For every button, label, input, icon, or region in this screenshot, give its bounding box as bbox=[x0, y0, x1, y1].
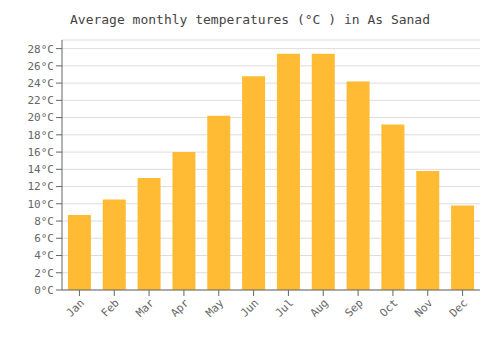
svg-text:Nov: Nov bbox=[412, 296, 436, 320]
svg-text:Sep: Sep bbox=[342, 296, 365, 319]
svg-text:6°C: 6°C bbox=[34, 232, 54, 245]
svg-text:May: May bbox=[203, 296, 227, 320]
svg-text:2°C: 2°C bbox=[34, 267, 54, 280]
svg-text:0°C: 0°C bbox=[34, 284, 54, 297]
svg-text:Apr: Apr bbox=[168, 296, 192, 320]
svg-text:Mar: Mar bbox=[133, 296, 157, 320]
svg-text:4°C: 4°C bbox=[34, 249, 54, 262]
svg-text:26°C: 26°C bbox=[28, 60, 55, 73]
svg-text:Jan: Jan bbox=[64, 296, 87, 319]
svg-text:24°C: 24°C bbox=[28, 77, 55, 90]
svg-text:Jul: Jul bbox=[273, 296, 296, 319]
svg-text:8°C: 8°C bbox=[34, 215, 54, 228]
svg-text:Feb: Feb bbox=[99, 296, 122, 319]
svg-text:Oct: Oct bbox=[377, 296, 400, 319]
html-text:Average monthly temperatures (: Average monthly temperatures (°C ) in As… bbox=[70, 12, 430, 27]
svg-text:Dec: Dec bbox=[447, 296, 470, 319]
svg-text:18°C: 18°C bbox=[28, 129, 55, 142]
svg-text:Jun: Jun bbox=[238, 296, 261, 319]
svg-text:Aug: Aug bbox=[308, 296, 331, 319]
svg-text:10°C: 10°C bbox=[28, 198, 55, 211]
svg-text:28°C: 28°C bbox=[28, 43, 55, 56]
svg-text:16°C: 16°C bbox=[28, 146, 55, 159]
svg-text:22°C: 22°C bbox=[28, 94, 55, 107]
svg-text:20°C: 20°C bbox=[28, 111, 55, 124]
svg-text:14°C: 14°C bbox=[28, 163, 55, 176]
svg-text:12°C: 12°C bbox=[28, 180, 55, 193]
